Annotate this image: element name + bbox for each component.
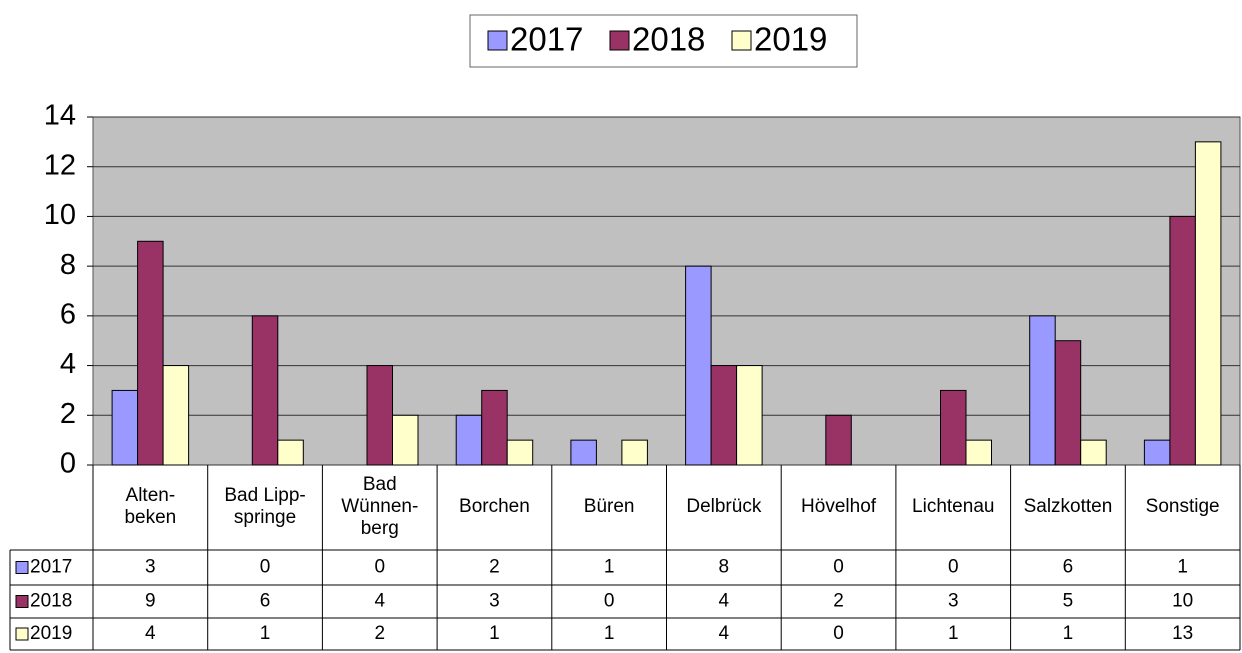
- bar: [506, 439, 534, 466]
- x-tick-label: berg: [361, 518, 399, 539]
- y-tick-label: 0: [60, 448, 76, 480]
- x-tick-label: Salzkotten: [1024, 496, 1113, 517]
- table-value: 2: [489, 557, 500, 578]
- bar: [1080, 439, 1107, 466]
- bar: [392, 414, 419, 466]
- legend: [469, 14, 858, 68]
- bar: [940, 389, 967, 466]
- bar: [621, 439, 648, 466]
- table-value: 1: [1177, 557, 1188, 578]
- table-value: 3: [489, 591, 500, 612]
- x-tick-label: Hövelhof: [801, 496, 877, 517]
- x-tick-label: springe: [234, 507, 296, 528]
- y-tick-label: 14: [44, 100, 76, 132]
- legend-label: 2017: [510, 21, 583, 58]
- x-tick-label: Bad: [363, 474, 397, 495]
- x-tick-label: Borchen: [459, 496, 530, 517]
- table-value: 1: [948, 623, 959, 644]
- x-tick-label: Alten-: [126, 485, 176, 506]
- legend-label: 2018: [632, 21, 705, 58]
- table-value: 4: [719, 623, 730, 644]
- bar: [162, 365, 190, 466]
- table-value: 6: [260, 591, 271, 612]
- legend-key: [731, 30, 752, 51]
- x-tick-label: Bad Lipp-: [224, 485, 305, 506]
- bar: [736, 365, 763, 466]
- y-tick-label: 10: [44, 199, 76, 231]
- bar: [137, 240, 164, 466]
- bar: [1194, 141, 1222, 466]
- x-tick-label: Lichtenau: [912, 496, 994, 517]
- legend-label: 2019: [754, 21, 827, 58]
- table-value: 4: [374, 591, 385, 612]
- bar: [825, 414, 852, 466]
- table-value: 5: [1063, 591, 1074, 612]
- bar: [251, 315, 279, 466]
- table-value: 2: [374, 623, 385, 644]
- y-tick-label: 12: [44, 149, 76, 181]
- bar: [366, 365, 393, 466]
- table-value: 0: [833, 623, 844, 644]
- table-value: 1: [260, 623, 271, 644]
- table-value: 0: [833, 557, 844, 578]
- x-tick-label: Delbrück: [686, 496, 761, 517]
- bar: [277, 439, 304, 466]
- table-series-label: 2017: [30, 557, 72, 578]
- table-key: [15, 627, 29, 641]
- table-key: [15, 561, 29, 574]
- x-tick-label: Wünnen-: [341, 496, 418, 517]
- x-tick-label: Sonstige: [1146, 496, 1220, 517]
- table-value: 1: [604, 557, 615, 578]
- y-tick-label: 8: [60, 249, 76, 281]
- bar: [481, 389, 508, 466]
- table-value: 3: [145, 557, 156, 578]
- table-series-label: 2019: [30, 623, 72, 644]
- y-tick-label: 2: [60, 398, 76, 430]
- bar: [1169, 215, 1196, 466]
- table-value: 2: [833, 591, 844, 612]
- bar: [965, 439, 992, 466]
- table-key: [15, 595, 29, 608]
- bar: [1054, 340, 1082, 466]
- bar: [710, 365, 738, 466]
- table-value: 9: [145, 591, 156, 612]
- x-tick-label: Büren: [584, 496, 635, 517]
- table-value: 0: [260, 557, 271, 578]
- table-value: 4: [719, 591, 730, 612]
- y-tick-label: 6: [60, 299, 76, 331]
- table-value: 13: [1172, 623, 1193, 644]
- table-value: 6: [1063, 557, 1074, 578]
- legend-key: [487, 30, 508, 51]
- bar: [570, 439, 597, 466]
- bar: [1029, 315, 1056, 466]
- table-value: 0: [604, 591, 615, 612]
- table-value: 1: [604, 623, 615, 644]
- table-value: 0: [948, 557, 959, 578]
- table-series-label: 2018: [30, 591, 72, 612]
- table-value: 0: [374, 557, 385, 578]
- table-value: 3: [948, 591, 959, 612]
- bar: [1143, 439, 1171, 466]
- legend-key: [609, 30, 630, 51]
- bar: [111, 389, 139, 466]
- table-value: 1: [1063, 623, 1074, 644]
- table-value: 1: [489, 623, 500, 644]
- bar: [455, 414, 483, 466]
- table-value: 10: [1172, 591, 1193, 612]
- x-tick-label: beken: [124, 507, 176, 528]
- y-tick-label: 4: [60, 348, 76, 380]
- bar: [685, 265, 712, 466]
- table-value: 4: [145, 623, 156, 644]
- table-value: 8: [719, 557, 730, 578]
